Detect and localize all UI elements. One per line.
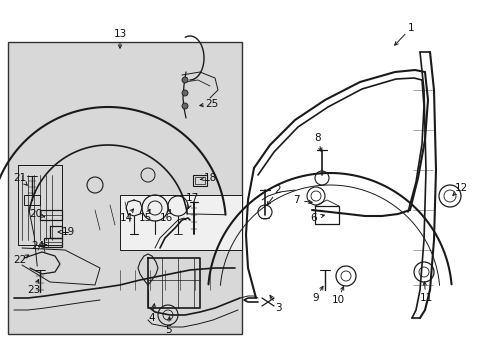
Bar [24,195,40,205]
Text: 23: 23 [27,285,41,295]
Text: 10: 10 [331,295,344,305]
Bar [193,175,206,186]
Text: 25: 25 [205,99,218,109]
Text: 16: 16 [159,213,172,223]
Text: 19: 19 [61,227,75,237]
Bar [314,206,338,224]
Text: 18: 18 [203,173,216,183]
Circle shape [182,103,187,109]
Text: 8: 8 [314,133,321,143]
Text: 21: 21 [13,173,26,183]
Text: 24: 24 [31,241,44,251]
Text: 3: 3 [274,303,281,313]
Text: 5: 5 [164,325,171,335]
Bar [44,238,62,247]
Text: 12: 12 [453,183,467,193]
Text: 20: 20 [29,209,42,219]
Circle shape [182,77,187,83]
Text: 7: 7 [292,195,299,205]
Text: 17: 17 [185,193,198,203]
Bar [40,210,62,220]
Bar [120,195,242,250]
Text: 6: 6 [310,213,317,223]
Bar [195,177,204,184]
Text: 2: 2 [274,185,281,195]
Text: 15: 15 [138,213,151,223]
Text: 13: 13 [113,29,126,39]
Text: 14: 14 [119,213,132,223]
Text: 22: 22 [13,255,26,265]
FancyBboxPatch shape [8,42,242,334]
Text: 9: 9 [312,293,319,303]
Circle shape [182,90,187,96]
Text: 11: 11 [419,293,432,303]
Text: 4: 4 [148,313,155,323]
Text: 1: 1 [407,23,413,33]
